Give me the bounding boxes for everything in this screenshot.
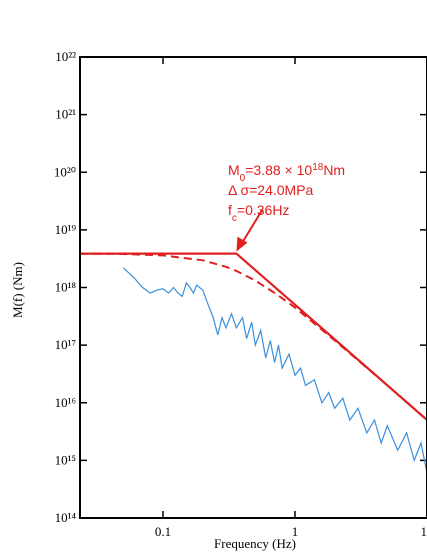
annotation-part: =3.88 × 10 — [245, 162, 312, 178]
y-tick-label: 10¹⁵ — [55, 452, 76, 467]
y-tick-label: 10²² — [55, 49, 76, 64]
annotation-part: Nm — [323, 162, 345, 178]
y-tick-label: 10²¹ — [55, 107, 76, 122]
annotation-part: Δ σ=24.0MPa — [228, 182, 314, 198]
annotation: M0=3.88 × 1018Nm — [228, 162, 345, 184]
plot-frame — [79, 56, 427, 519]
x-tick-label: 0.1 — [155, 524, 171, 539]
annotation-part: f — [228, 202, 232, 218]
annotation-part: c — [232, 213, 237, 224]
annotation-part: =0.36Hz — [237, 202, 290, 218]
y-axis-label: M(f) (Nm) — [10, 262, 25, 318]
series-line — [80, 252, 427, 421]
y-tick-label: 10¹⁸ — [55, 280, 77, 295]
annotation-part: 0 — [240, 173, 246, 184]
series-line — [122, 267, 427, 474]
y-tick-label: 10¹⁹ — [55, 222, 77, 237]
annotation-part: 18 — [312, 162, 324, 173]
annotation: Δ σ=24.0MPa — [228, 182, 314, 198]
y-tick-label: 10¹⁴ — [55, 510, 77, 525]
annotation-arrow — [239, 209, 264, 247]
y-tick-label: 10¹⁶ — [55, 395, 76, 410]
x-axis-label: Frequency (Hz) — [214, 536, 296, 551]
annotation-part: M — [228, 162, 240, 178]
annotation-arrowhead — [236, 236, 248, 252]
x-tick-label: 10 — [421, 524, 427, 539]
x-tick-label: 1 — [292, 524, 299, 539]
y-tick-label: 10¹⁷ — [55, 337, 76, 352]
y-tick-label: 10²⁰ — [54, 164, 76, 179]
annotation: fc=0.36Hz — [228, 202, 289, 224]
